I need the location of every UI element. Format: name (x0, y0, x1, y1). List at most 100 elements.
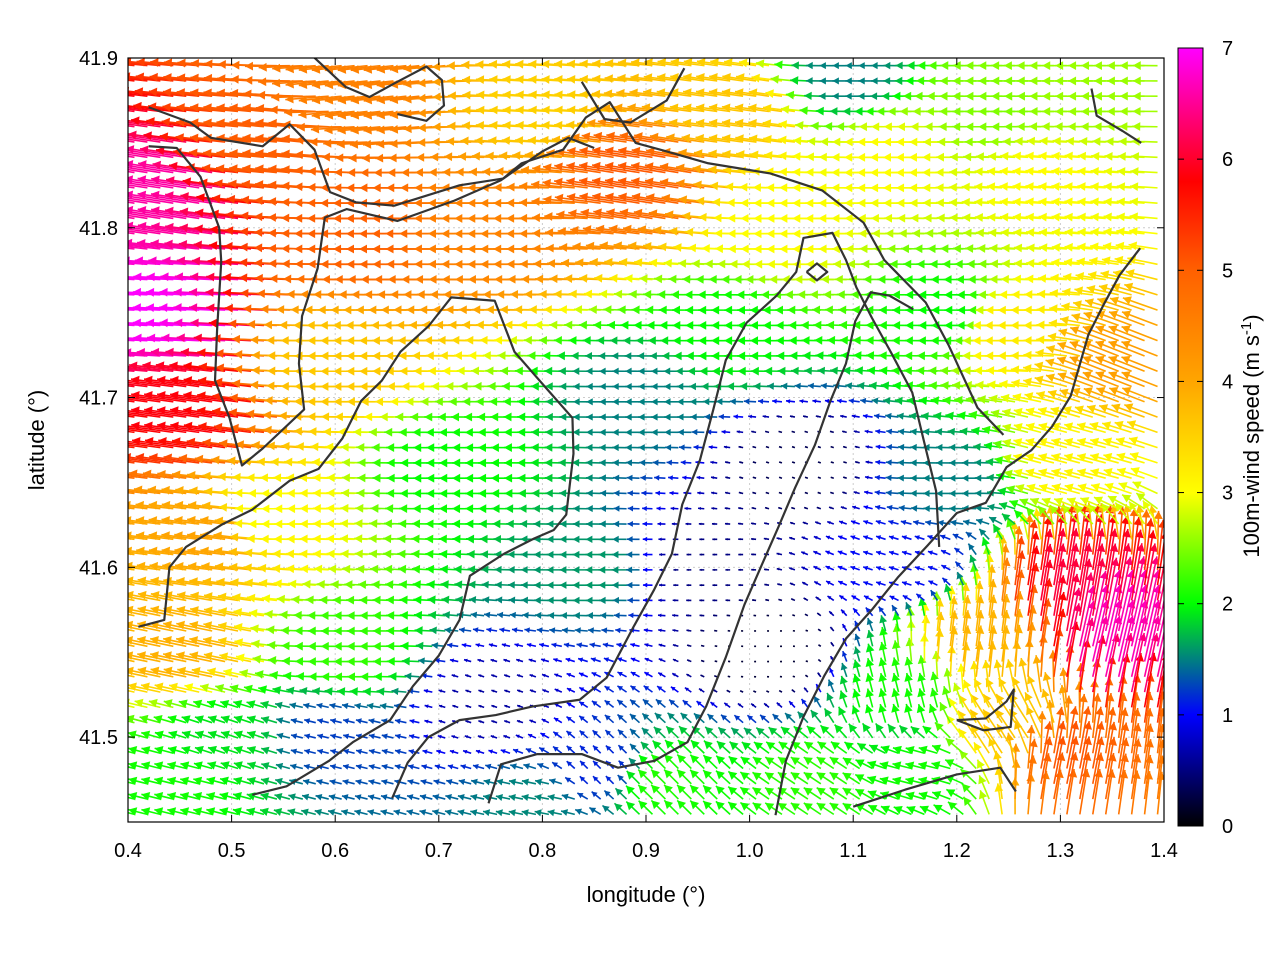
wind-arrow (515, 658, 524, 663)
wind-arrow (546, 535, 562, 544)
wind-arrow (807, 382, 821, 390)
wind-arrow (388, 672, 407, 681)
wind-arrow (737, 522, 744, 526)
wind-arrow (167, 746, 187, 755)
wind-arrow (592, 760, 602, 770)
wind-arrow (642, 698, 653, 709)
wind-arrow (642, 582, 653, 588)
wind-arrow (655, 490, 666, 496)
colorbar-tick-label: 7 (1222, 38, 1233, 60)
wind-arrow (658, 628, 666, 633)
wind-arrow (128, 761, 148, 770)
wind-arrow (553, 658, 563, 663)
wind-arrow (928, 580, 938, 586)
wind-arrow (181, 715, 200, 724)
wind-arrow (478, 674, 485, 678)
wind-arrow (599, 596, 614, 605)
wind-arrow (829, 756, 848, 770)
wind-arrow (247, 761, 265, 770)
wind-arrow (727, 770, 744, 785)
wind-arrow (464, 735, 472, 739)
wind-arrow (663, 799, 679, 815)
wind-arrow (587, 627, 601, 634)
wind-arrow (275, 762, 291, 770)
wind-arrow (739, 476, 744, 479)
wind-arrow (685, 522, 692, 526)
wind-arrow (540, 732, 550, 739)
wind-arrow (813, 550, 822, 556)
wind-arrow (845, 77, 860, 85)
wind-arrow (586, 612, 601, 620)
wind-arrow (464, 674, 472, 678)
wind-arrow (816, 756, 835, 770)
wind-arrow (342, 764, 355, 770)
wind-arrow (495, 596, 511, 604)
wind-arrow (830, 641, 835, 647)
wind-arrow (219, 652, 252, 663)
wind-arrow (752, 445, 757, 449)
wind-arrow (776, 567, 783, 571)
wind-arrow (801, 566, 809, 571)
wind-arrow (428, 610, 446, 620)
wind-arrow (724, 507, 731, 510)
wind-arrow (725, 553, 731, 556)
wind-arrow (128, 776, 148, 786)
wind-arrow (837, 550, 848, 556)
wind-arrow (477, 735, 485, 739)
wind-arrow (154, 792, 174, 801)
wind-arrow (699, 614, 705, 617)
wind-arrow (904, 703, 913, 723)
wind-arrow (829, 771, 848, 785)
wind-arrow (552, 731, 563, 739)
wind-arrow (651, 382, 666, 391)
wind-arrow (563, 642, 575, 648)
wind-arrow (167, 715, 187, 724)
wind-arrow (952, 533, 964, 541)
wind-arrow (128, 781, 135, 785)
wind-arrow (759, 714, 770, 724)
wind-arrow (651, 413, 666, 421)
wind-arrow (867, 775, 886, 785)
wind-arrow (752, 491, 757, 495)
wind-arrow (672, 613, 679, 617)
wind-arrow (700, 674, 705, 678)
wind-arrow (740, 630, 744, 632)
wind-arrow (193, 776, 213, 786)
wind-arrow (665, 444, 679, 451)
wind-arrow (626, 474, 640, 482)
wind-arrow (723, 702, 731, 709)
wind-arrow (886, 504, 899, 511)
wind-arrow (657, 672, 666, 678)
wind-arrow (217, 621, 252, 632)
wind-arrow (290, 748, 304, 755)
wind-arrow (522, 611, 536, 619)
wind-arrow (368, 779, 381, 786)
wind-arrow (290, 763, 304, 770)
wind-arrow (637, 769, 654, 785)
wind-arrow (495, 809, 511, 817)
wind-arrow (949, 489, 964, 498)
wind-arrow (727, 786, 744, 800)
wind-arrow (817, 445, 822, 449)
wind-arrow (328, 794, 342, 801)
wind-arrow (191, 667, 226, 678)
wind-arrow (585, 550, 601, 559)
wind-arrow (508, 809, 524, 817)
wind-arrow (407, 779, 420, 786)
wind-arrow (752, 461, 757, 464)
wind-arrow (696, 475, 705, 480)
wind-arrow (128, 293, 135, 296)
wind-arrow (528, 658, 537, 663)
wind-arrow (534, 809, 550, 817)
wind-arrow (260, 700, 278, 709)
wind-arrow (975, 518, 990, 525)
wind-arrow (233, 623, 265, 632)
wind-arrow (842, 491, 847, 495)
wind-arrow (750, 522, 757, 525)
wind-arrow (916, 703, 926, 723)
wind-arrow (842, 787, 861, 800)
wind-arrow (1132, 61, 1158, 70)
wind-arrow (813, 580, 822, 586)
wind-arrow (625, 413, 640, 421)
wind-arrow (613, 505, 627, 512)
